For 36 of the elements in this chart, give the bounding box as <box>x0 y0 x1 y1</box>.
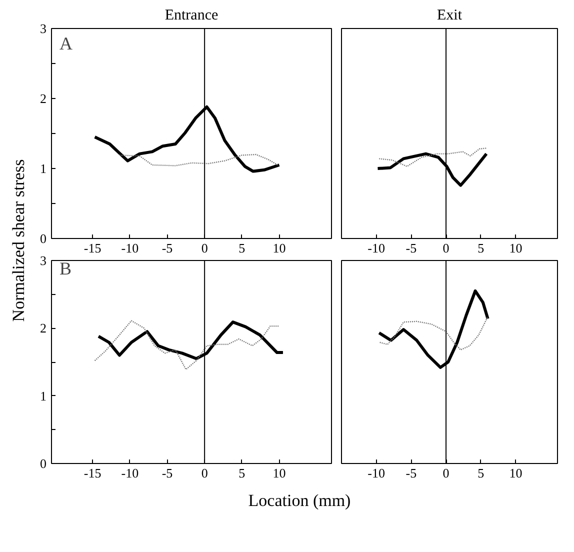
chart-title: Exit <box>437 8 463 24</box>
x-tick-label: 10 <box>272 466 286 480</box>
x-tick-label: -5 <box>406 466 417 480</box>
x-tick-label: 5 <box>238 466 246 480</box>
x-tick-label: -10 <box>368 466 386 480</box>
x-tick-label: 5 <box>478 466 484 480</box>
y-tick-label: 0 <box>40 456 46 471</box>
x-tick-label: 0 <box>442 466 450 480</box>
x-tick-label: -10 <box>121 466 139 480</box>
x-tick-label: 10 <box>509 466 522 480</box>
chart-title: Entrance <box>164 8 218 24</box>
x-tick-label: -15 <box>84 240 102 256</box>
x-tick-label: 0 <box>442 240 450 256</box>
y-tick-label: 3 <box>40 253 46 268</box>
x-tick-label: -10 <box>121 240 139 256</box>
y-tick-label: 1 <box>40 161 46 176</box>
y-tick-label: 0 <box>40 231 46 246</box>
x-tick-label: 0 <box>201 466 208 480</box>
x-tick-label: 10 <box>509 240 522 256</box>
x-tick-label: 5 <box>478 240 484 256</box>
y-tick-label: 3 <box>40 21 46 36</box>
x-tick-label: 0 <box>201 240 208 256</box>
x-tick-label: 5 <box>238 240 246 256</box>
annotation: B <box>60 258 72 278</box>
x-tick-label: -5 <box>162 240 173 256</box>
x-tick-label: -5 <box>162 466 173 480</box>
x-tick-label: -15 <box>84 466 102 480</box>
y-tick-label: 1 <box>40 388 46 404</box>
y-tick-label: 2 <box>40 91 46 106</box>
annotation: A <box>60 34 72 54</box>
y-tick-label: 2 <box>40 320 46 336</box>
x-tick-label: -10 <box>368 240 386 256</box>
x-axis-title: Location (mm) <box>248 491 351 510</box>
x-tick-label: -5 <box>406 240 417 256</box>
x-tick-label: 10 <box>272 240 286 256</box>
y-axis-title: Normalized shear stress <box>9 159 28 322</box>
